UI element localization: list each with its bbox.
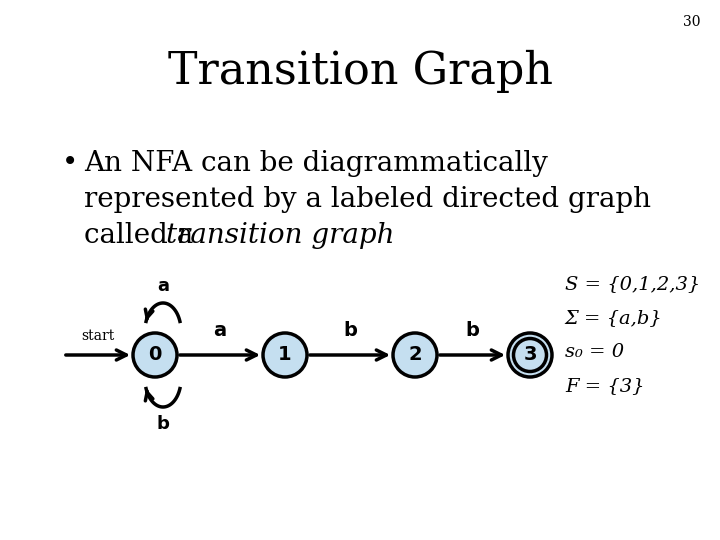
Text: Σ = {a,b}: Σ = {a,b} (565, 309, 662, 327)
Text: F = {3}: F = {3} (565, 377, 644, 395)
Text: b: b (466, 321, 480, 340)
Circle shape (263, 333, 307, 377)
Text: b: b (156, 415, 169, 433)
Circle shape (133, 333, 177, 377)
Text: represented by a labeled directed graph: represented by a labeled directed graph (84, 186, 651, 213)
Text: •: • (62, 150, 78, 177)
Text: s₀ = 0: s₀ = 0 (565, 343, 624, 361)
Text: 30: 30 (683, 15, 700, 29)
Text: a: a (213, 321, 227, 340)
Text: Transition Graph: Transition Graph (168, 50, 552, 93)
Text: 3: 3 (523, 346, 536, 365)
Text: b: b (343, 321, 357, 340)
Text: called a: called a (84, 222, 202, 249)
Text: An NFA can be diagrammatically: An NFA can be diagrammatically (84, 150, 548, 177)
Text: 1: 1 (278, 346, 292, 365)
Text: transition graph: transition graph (166, 222, 395, 249)
Text: S = {0,1,2,3}: S = {0,1,2,3} (565, 275, 701, 293)
Circle shape (508, 333, 552, 377)
Circle shape (393, 333, 437, 377)
Text: start: start (81, 329, 114, 343)
Text: a: a (157, 277, 169, 295)
Text: 2: 2 (408, 346, 422, 365)
Text: 0: 0 (148, 346, 162, 365)
